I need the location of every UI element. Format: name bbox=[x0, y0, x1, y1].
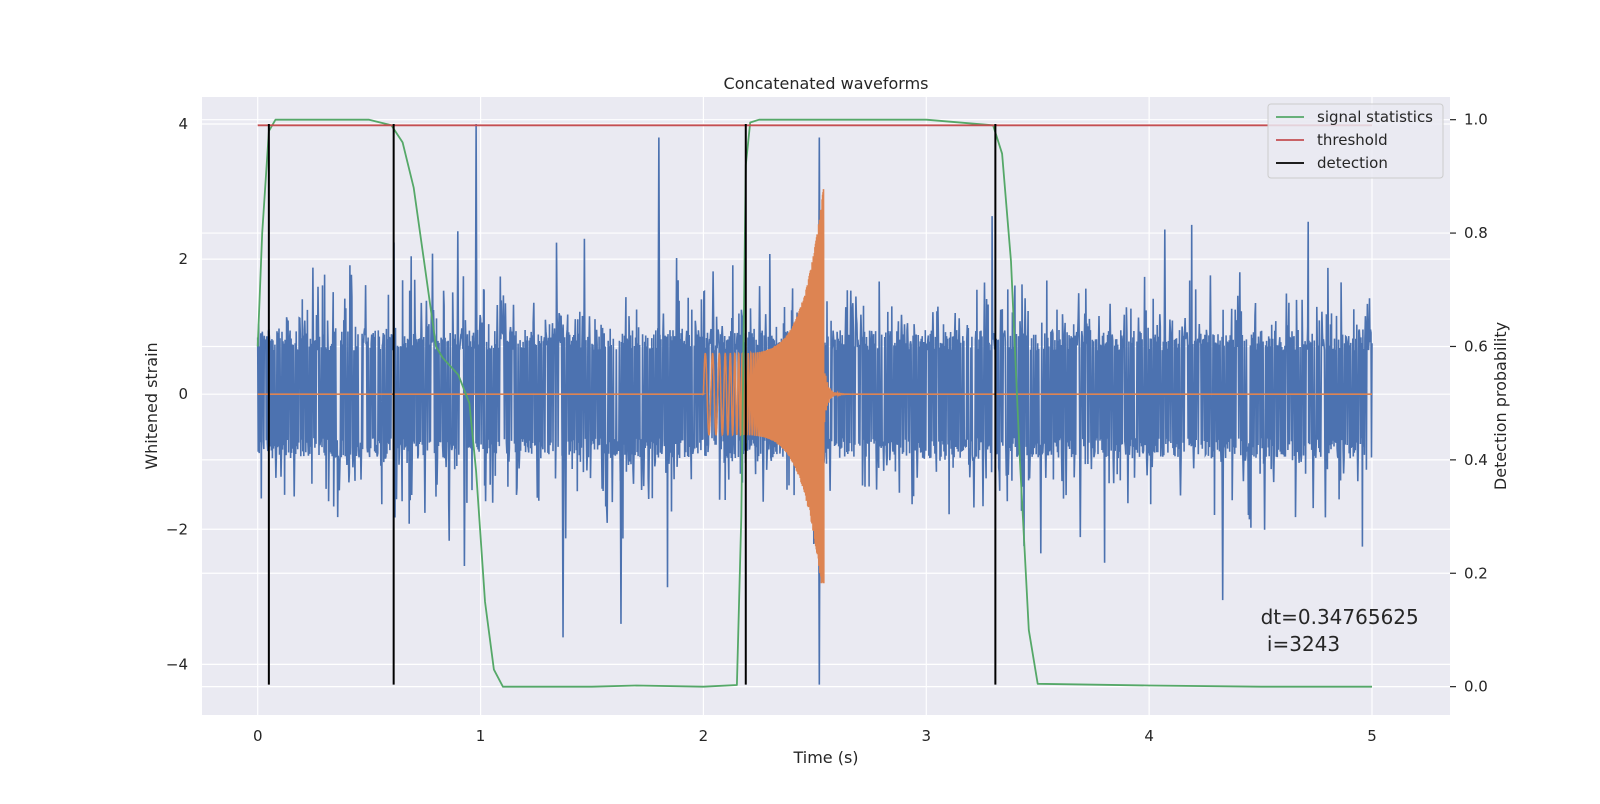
y-tick-label: 4 bbox=[178, 115, 188, 133]
x-tick-label: 3 bbox=[922, 727, 932, 745]
legend-label-detection: detection bbox=[1317, 154, 1388, 172]
annotation-dt: dt=0.34765625 bbox=[1261, 605, 1419, 629]
legend-label-signal-statistics: signal statistics bbox=[1317, 108, 1433, 126]
y2-tick-label: 1.0 bbox=[1464, 111, 1488, 129]
y2-tick-label: 0.4 bbox=[1464, 451, 1488, 469]
x-tick-label: 2 bbox=[699, 727, 709, 745]
legend: signal statistics threshold detection bbox=[1267, 103, 1444, 179]
y-tick-label: −4 bbox=[166, 655, 188, 673]
y2-tick-label: 0.8 bbox=[1464, 224, 1488, 242]
y2-tick-label: 0.2 bbox=[1464, 564, 1488, 582]
x-tick-label: 1 bbox=[476, 727, 486, 745]
series-noise-peak bbox=[1220, 394, 1225, 601]
tick-layer: 0 1 2 3 4 5 4 2 0 −2 −4 1.0 0.8 0.6 0.4 0.2 0.0 bbox=[166, 111, 1488, 745]
legend-box bbox=[1267, 103, 1444, 179]
y-tick-label: 2 bbox=[178, 250, 188, 268]
y-tick-label: 0 bbox=[178, 385, 188, 403]
chart-title: Concatenated waveforms bbox=[724, 74, 929, 93]
y-tick-label: −2 bbox=[166, 520, 188, 538]
legend-label-threshold: threshold bbox=[1317, 131, 1388, 149]
x-tick-label: 5 bbox=[1367, 727, 1377, 745]
annotation: dt=0.34765625 i=3243 bbox=[1261, 605, 1419, 656]
x-axis-label: Time (s) bbox=[792, 748, 858, 767]
series-noise-peak bbox=[619, 394, 623, 624]
series-noise-peak bbox=[657, 137, 661, 395]
x-tick-label: 4 bbox=[1144, 727, 1154, 745]
series-noise-peak bbox=[561, 394, 565, 638]
y2-axis-label: Detection probability bbox=[1491, 322, 1510, 490]
series-noise-peak bbox=[474, 124, 478, 395]
y2-tick-label: 0.6 bbox=[1464, 337, 1488, 355]
y-axis-label: Whitened strain bbox=[142, 342, 161, 469]
annotation-i: i=3243 bbox=[1261, 632, 1341, 656]
x-tick-label: 0 bbox=[253, 727, 263, 745]
series-signal-statistics-line bbox=[256, 118, 1372, 688]
y2-tick-label: 0.0 bbox=[1464, 678, 1488, 696]
series-injected-line bbox=[257, 189, 1373, 584]
